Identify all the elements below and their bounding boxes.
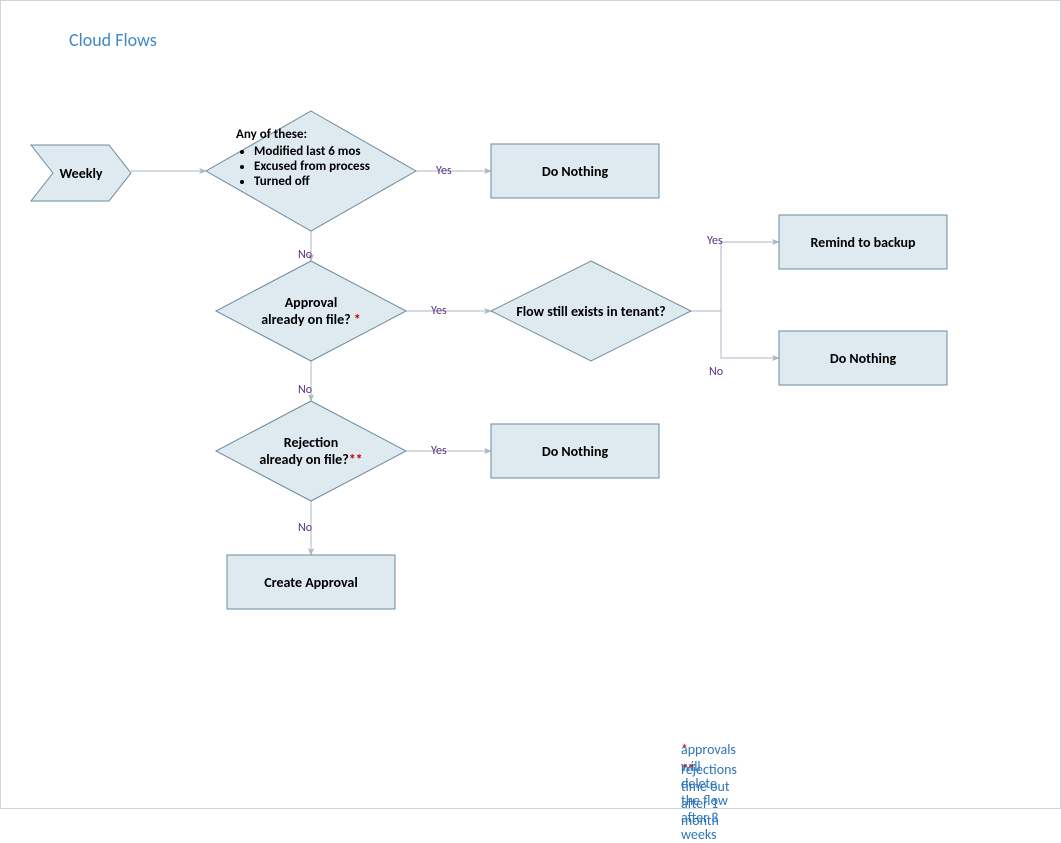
node-label-r2: Remind to backup [779,215,947,269]
node-label-start: Weekly [31,145,131,201]
node-label-d1: Any of these:Modified last 6 mosExcused … [206,111,416,231]
node-label-r3: Do Nothing [779,331,947,385]
edge-d3-r3 [691,311,779,358]
node-label-d4: Rejectionalready on file?** [216,401,406,501]
edge-label-d4-r4: Yes [431,444,447,458]
edge-label-d3-r2: Yes [707,234,723,248]
diagram-frame: Cloud Flows WeeklyAny of these:Modified … [0,0,1061,809]
node-label-r4: Do Nothing [491,424,659,478]
edge-label-d4-r5: No [298,521,312,535]
edge-label-d1-r1: Yes [436,164,452,178]
footnote-2-text: rejections time out after 1 month [681,761,737,829]
node-label-r5: Create Approval [227,555,395,609]
edge-label-d2-d4: No [298,383,312,397]
node-label-d2: Approvalalready on file? * [216,261,406,361]
edge-d3-r2 [691,242,779,311]
node-label-r1: Do Nothing [491,144,659,198]
flowchart-svg [1,1,1060,808]
edge-label-d1-d2: No [298,248,312,262]
edge-label-d3-r3: No [709,365,723,379]
node-label-d3: Flow still exists in tenant? [491,261,691,361]
edge-label-d2-d3: Yes [431,304,447,318]
